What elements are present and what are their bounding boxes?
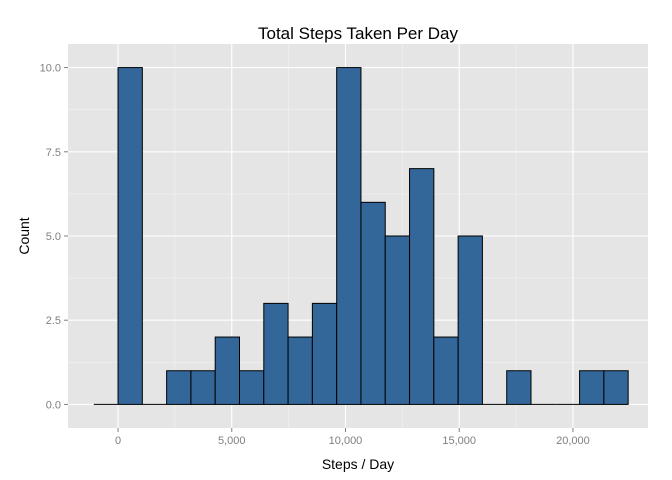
y-axis-title: Count <box>16 217 32 254</box>
x-tick-label: 5,000 <box>218 435 246 447</box>
histogram-bar <box>579 370 605 405</box>
histogram-bar <box>409 168 435 405</box>
histogram-bar <box>311 302 338 405</box>
histogram-bar <box>117 67 143 405</box>
y-tick-label: 7.5 <box>46 147 61 159</box>
x-tick-label: 0 <box>115 435 121 447</box>
histogram-bar <box>433 336 459 405</box>
y-tick-label: 10.0 <box>40 63 61 75</box>
x-axis-title: Steps / Day <box>322 456 394 472</box>
x-axis-ticks: 0 5,000 10,000 15,000 20,000 <box>115 428 590 447</box>
histogram-bar <box>238 370 265 405</box>
histogram-bar <box>166 370 192 405</box>
x-tick-label: 20,000 <box>556 435 590 447</box>
histogram-bar <box>263 302 289 405</box>
histogram-bars <box>93 67 629 405</box>
x-tick-label: 15,000 <box>442 435 476 447</box>
histogram-bar <box>214 336 240 405</box>
x-tick-label: 10,000 <box>329 435 363 447</box>
histogram-bar <box>384 235 411 405</box>
histogram-bar <box>603 370 629 405</box>
histogram-bar <box>360 201 386 405</box>
histogram-bar <box>506 370 532 405</box>
histogram-bar <box>287 336 313 405</box>
chart-title: Total Steps Taken Per Day <box>258 24 459 43</box>
y-axis-ticks: 0.0 2.5 5.0 7.5 10.0 <box>40 63 68 411</box>
histogram-bar <box>457 235 483 405</box>
histogram-bar <box>336 67 362 405</box>
histogram-bar <box>190 370 216 405</box>
y-tick-label: 5.0 <box>46 231 61 243</box>
y-tick-label: 2.5 <box>46 315 61 327</box>
y-tick-label: 0.0 <box>46 399 61 411</box>
